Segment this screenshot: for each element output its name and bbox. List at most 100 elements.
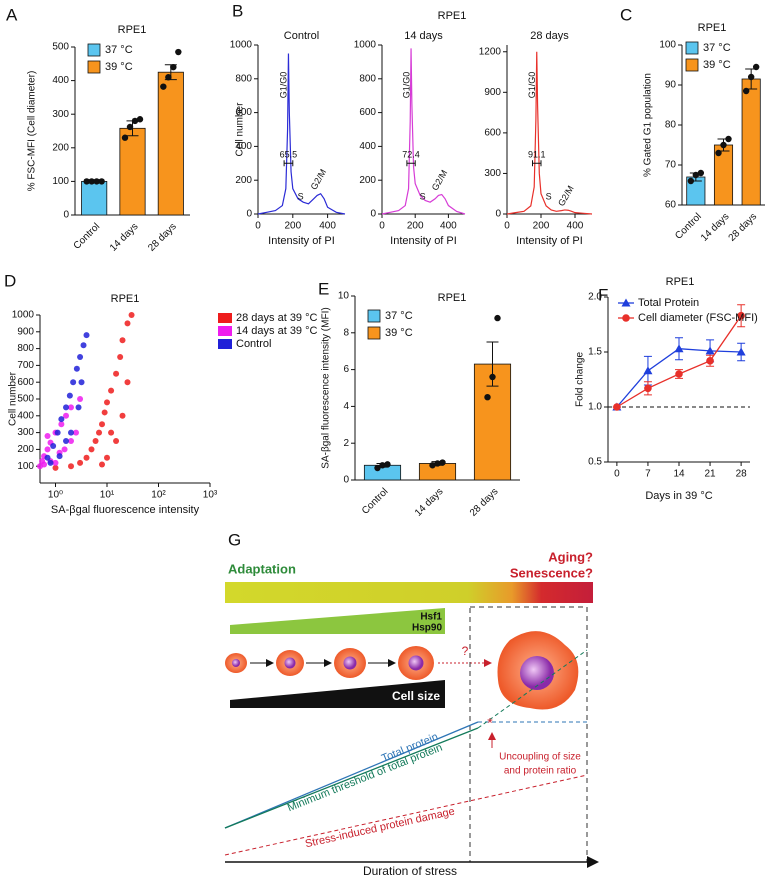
y-tick-label: 500	[52, 42, 69, 53]
scatter-point	[52, 459, 59, 466]
legend-swatch	[685, 58, 699, 72]
scatter-point	[73, 365, 80, 372]
data-point	[379, 462, 386, 469]
data-point	[687, 177, 695, 185]
y-tick-label: 300	[17, 427, 34, 438]
line-marker	[622, 314, 630, 322]
x-tick-label: 10²	[151, 490, 166, 501]
x-tick-label: 10³	[203, 490, 218, 501]
y-tick-label: 1200	[479, 46, 502, 57]
y-tick-label: 0	[343, 475, 349, 486]
line-label: Stress-induced protein damage	[304, 806, 456, 851]
y-tick-label: 100	[659, 40, 676, 51]
y-tick-label: 700	[17, 360, 34, 371]
x-axis-label: Intensity of PI	[516, 235, 583, 247]
panel-letter: A	[6, 5, 18, 24]
x-tick-label: 0	[255, 221, 261, 232]
y-tick-label: 400	[359, 141, 376, 152]
legend-label: Cell diameter (FSC-MFI)	[638, 312, 758, 324]
annotation: G2/M	[430, 168, 450, 192]
x-axis-label: SA-βgal fluorescence intensity	[51, 504, 200, 516]
bar	[81, 180, 108, 216]
scatter-point	[92, 438, 99, 444]
data-point	[126, 123, 134, 131]
uncoupling-label: Uncoupling of size	[499, 752, 581, 763]
line-marker	[674, 344, 684, 353]
scatter-point	[101, 409, 108, 416]
data-point	[170, 63, 177, 71]
x-axis-label: Intensity of PI	[390, 235, 457, 247]
line-marker	[621, 298, 631, 307]
x-axis-label: Days in 39 °C	[645, 490, 712, 502]
y-tick-label: 100	[17, 461, 34, 472]
x-tick-label: 28 days	[468, 486, 501, 519]
subplot-title: 28 days	[530, 30, 569, 42]
y-tick-label: 600	[17, 377, 34, 388]
legend-label: 28 days at 39 °C	[236, 312, 318, 324]
line-label: Minimum threshold of total protein	[286, 742, 444, 815]
x-axis-label: Intensity of PI	[268, 235, 335, 247]
stage-label: Senescence?	[510, 565, 593, 580]
y-tick-label: 200	[359, 175, 376, 186]
line-marker	[736, 347, 746, 356]
scatter-point	[52, 464, 59, 471]
y-axis-label: SA-βgal fluorescence intensity (MFI)	[321, 307, 332, 468]
series-line	[616, 315, 742, 408]
chart-title: RPE1	[111, 293, 140, 305]
scatter-point	[61, 446, 68, 453]
scatter-point	[124, 379, 131, 386]
scatter-point	[124, 320, 131, 327]
scatter-point	[63, 438, 70, 444]
y-tick-label: 8	[343, 327, 349, 338]
x-tick-label: 14 days	[413, 486, 446, 519]
y-tick-label: 0	[246, 209, 252, 220]
x-tick-label: 28 days	[146, 221, 179, 254]
scatter-point	[66, 392, 73, 399]
data-point	[175, 48, 182, 56]
cell-size-label: Cell size	[392, 689, 440, 703]
y-tick-label: 1000	[230, 40, 253, 51]
data-point	[489, 373, 496, 381]
threshold-line	[477, 649, 588, 729]
x-tick-label: 14	[673, 469, 685, 480]
y-axis-label: % Gated G1 population	[643, 73, 654, 177]
scatter-point	[104, 399, 111, 406]
x-tick-label: 400	[440, 221, 457, 232]
cells	[225, 631, 579, 710]
data-point	[98, 178, 105, 185]
y-tick-label: 2	[343, 438, 349, 449]
scatter-point	[77, 396, 84, 402]
bar	[157, 71, 184, 216]
data-point	[747, 73, 755, 81]
histogram-line	[506, 51, 593, 215]
y-tick-label: 100	[52, 176, 69, 187]
annotation: G1/G0	[401, 72, 411, 99]
x-tick-label: 0	[614, 469, 620, 480]
x-tick-label: Control	[72, 221, 103, 252]
y-tick-label: 2.0	[588, 292, 602, 303]
data-point	[742, 87, 750, 95]
chart-title: RPE1	[118, 24, 147, 36]
y-tick-label: 0	[495, 209, 501, 220]
legend-swatch	[367, 326, 381, 340]
y-tick-label: 200	[17, 444, 34, 455]
y-tick-label: 800	[17, 343, 34, 354]
data-point	[720, 141, 727, 149]
x-tick-label: 7	[645, 469, 651, 480]
data-point	[725, 135, 732, 143]
scatter-point	[99, 461, 106, 468]
gate	[406, 160, 416, 167]
y-tick-label: 500	[17, 394, 34, 405]
y-axis-label: Cell number	[235, 102, 246, 157]
scatter-point	[68, 463, 75, 470]
threshold-line	[224, 727, 479, 829]
y-tick-label: 6	[343, 364, 349, 375]
data-point	[434, 460, 441, 467]
x-tick-label: 200	[407, 221, 424, 232]
legend-swatch	[87, 43, 101, 57]
line-marker	[613, 403, 621, 411]
x-tick-label: 400	[567, 221, 584, 232]
y-tick-label: 1.5	[588, 347, 602, 358]
data-point	[429, 462, 436, 469]
scatter-point	[44, 446, 51, 453]
